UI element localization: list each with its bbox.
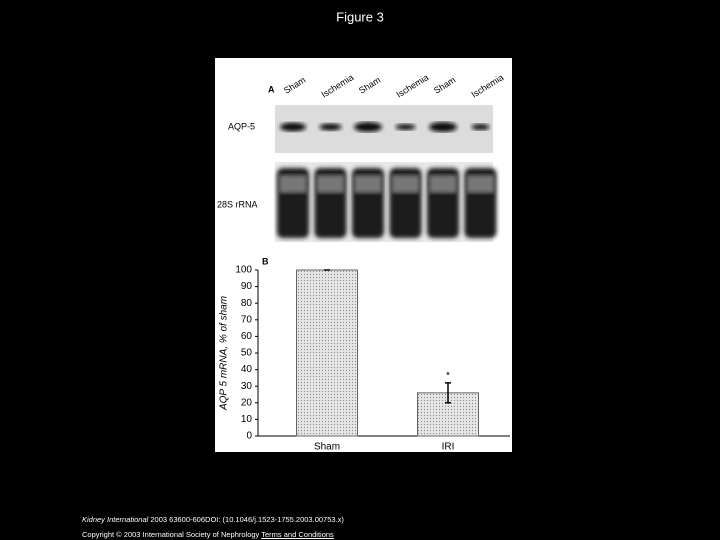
blot-band <box>316 175 345 193</box>
y-tick-label: 20 <box>241 397 253 408</box>
x-tick-label: IRI <box>442 442 455 453</box>
y-tick-label: 60 <box>241 331 253 342</box>
footer: Kidney International 2003 63600-606DOI: … <box>82 512 344 540</box>
blot-band <box>319 123 342 131</box>
y-axis-label: AQP 5 mRNA, % of sham <box>219 296 230 411</box>
copyright-line: Copyright © 2003 International Society o… <box>82 527 344 540</box>
blot-band <box>280 122 306 132</box>
y-tick-label: 50 <box>241 348 253 359</box>
blot-band <box>391 175 420 193</box>
blot-band <box>466 175 495 193</box>
blot-band <box>279 175 307 193</box>
row-label: 28S rRNA <box>217 199 258 209</box>
blot-band <box>471 124 490 130</box>
panel-label: B <box>262 256 269 266</box>
citation-line: Kidney International 2003 63600-606DOI: … <box>82 512 344 527</box>
blot-band <box>429 122 457 132</box>
error-bar <box>445 382 451 404</box>
terms-link[interactable]: Terms and Conditions <box>261 530 334 539</box>
y-tick-label: 100 <box>235 265 252 276</box>
journal: Kidney International <box>82 515 149 524</box>
bar <box>296 269 358 437</box>
y-tick-label: 70 <box>241 314 253 325</box>
x-tick-label: Sham <box>314 442 340 453</box>
blot-band <box>354 175 382 193</box>
copyright: Copyright © 2003 International Society o… <box>82 530 260 539</box>
row-label: AQP-5 <box>228 121 255 131</box>
blot-band <box>354 122 382 132</box>
citation: 2003 63600-606DOI: (10.1046/j.1523-1755.… <box>150 515 344 524</box>
annotation: * <box>446 371 450 382</box>
y-tick-label: 10 <box>241 414 253 425</box>
blot-band <box>395 124 416 130</box>
blot-background <box>275 105 493 153</box>
y-tick-label: 0 <box>246 431 252 442</box>
y-tick-label: 80 <box>241 298 253 309</box>
slide-title: Figure 3 <box>336 9 384 24</box>
y-tick-label: 90 <box>241 281 253 292</box>
panel-label: A <box>268 84 275 94</box>
y-tick-label: 30 <box>241 381 253 392</box>
y-tick-label: 40 <box>241 364 253 375</box>
blot-band <box>429 175 457 193</box>
